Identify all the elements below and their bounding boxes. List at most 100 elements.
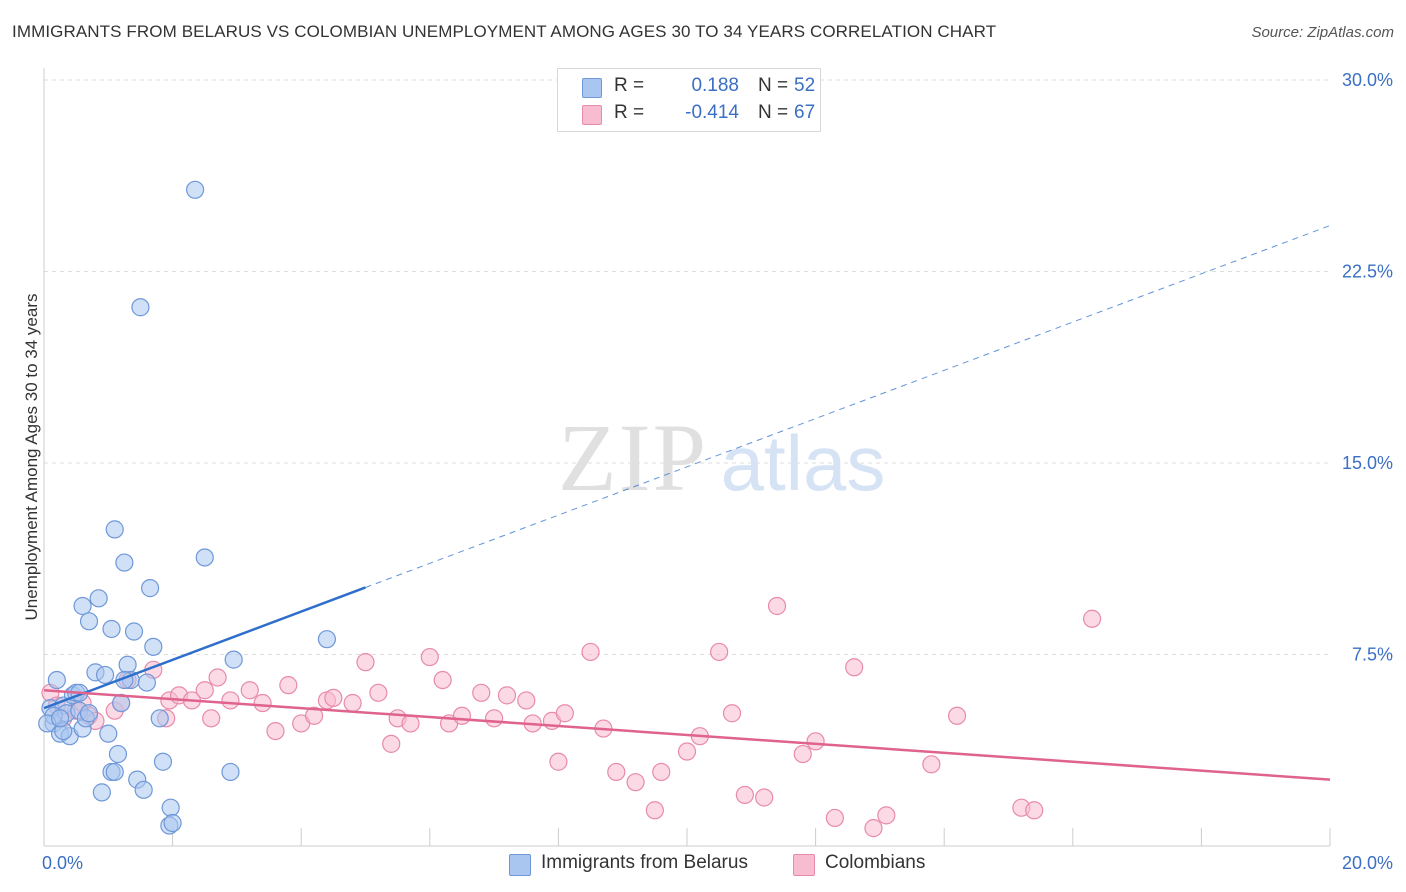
belarus-trend-extension (365, 225, 1331, 588)
colombians-point (420, 647, 439, 667)
colombians-point (652, 762, 671, 782)
colombians-point (253, 693, 272, 713)
belarus-trend-line (43, 586, 366, 710)
bottom-legend-label: Immigrants from Belarus (541, 852, 748, 873)
colombians-point (369, 683, 388, 702)
legend-r-label: R = (614, 75, 645, 96)
colombians-point (922, 755, 941, 774)
colombians-point (806, 732, 825, 751)
colombians-point (626, 773, 645, 792)
colombians-point (208, 668, 227, 687)
legend-n-value: 67 (794, 102, 816, 123)
colombians-point (195, 681, 214, 700)
legend-n-label: N = (758, 102, 789, 123)
correlation-legend: R = 0.188 N = 52 R = -0.414 N = 67 (557, 68, 821, 132)
belarus-point (115, 553, 134, 572)
colombians-point (452, 706, 472, 725)
y-axis-label: Unemployment Among Ages 30 to 34 years (22, 294, 41, 621)
colombians-point (202, 709, 221, 728)
belarus-point (47, 670, 66, 690)
belarus-point (105, 762, 124, 782)
colombians-point (677, 742, 697, 761)
y-tick-label: 15.0% (1342, 453, 1393, 473)
gridlines (44, 79, 1330, 655)
legend-swatch-pink (582, 105, 602, 125)
belarus-point (221, 762, 240, 782)
series-colombians (41, 596, 1102, 838)
legend-r-value: -0.414 (685, 102, 739, 123)
tick-labels: 7.5% 15.0% 22.5% 30.0% 0.0% 20.0% (42, 70, 1393, 873)
bottom-legend-swatch-pink (793, 854, 815, 876)
belarus-point (99, 724, 118, 743)
belarus-point (134, 780, 153, 799)
bottom-legend-label: Colombians (825, 852, 926, 873)
source-credit: Source: ZipAtlas.com (1251, 24, 1394, 41)
belarus-point (224, 650, 243, 669)
colombians-point (356, 653, 375, 672)
colombians-point (735, 785, 754, 805)
colombians-point (555, 704, 574, 723)
colombians-point (825, 808, 844, 828)
legend-r-label: R = (614, 102, 645, 123)
belarus-point (144, 637, 163, 656)
colombians-point (722, 704, 742, 723)
colombians-point (1025, 801, 1044, 820)
y-tick-label: 30.0% (1342, 70, 1393, 90)
series-belarus (38, 180, 337, 835)
belarus-point (95, 665, 115, 685)
colombians-point (485, 709, 504, 728)
y-tick-label: 7.5% (1352, 645, 1393, 665)
colombians-point (382, 734, 401, 753)
colombians-point (517, 691, 536, 710)
legend-n-value: 52 (794, 75, 816, 96)
colombians-point (581, 642, 600, 662)
watermark-atlas: atlas (721, 419, 886, 507)
belarus-point (50, 709, 70, 728)
belarus-point (195, 548, 214, 567)
belarus-point (163, 813, 182, 833)
belarus-point (186, 180, 205, 199)
colombians-point (266, 721, 285, 741)
colombians-point (877, 806, 896, 825)
colombians-point (645, 801, 664, 820)
colombians-point (607, 762, 626, 782)
belarus-point (108, 744, 128, 764)
belarus-point (92, 783, 111, 802)
belarus-point (89, 589, 108, 608)
colombians-point (549, 752, 568, 771)
belarus-point (79, 612, 99, 631)
belarus-point (161, 798, 180, 817)
colombians-point (472, 683, 491, 702)
chart-title: IMMIGRANTS FROM BELARUS VS COLOMBIAN UNE… (12, 22, 997, 41)
belarus-point (150, 709, 169, 728)
belarus-point (79, 704, 99, 723)
colombians-point (767, 596, 787, 616)
bottom-legend-swatch-blue (509, 854, 531, 876)
belarus-point (73, 596, 92, 616)
x-tick-label: 0.0% (42, 853, 83, 873)
legend-swatch-blue (582, 78, 602, 98)
belarus-point (124, 622, 144, 641)
colombians-point (279, 676, 298, 695)
belarus-point (153, 752, 173, 771)
y-tick-label: 22.5% (1342, 262, 1393, 282)
legend-n-label: N = (758, 75, 789, 96)
belarus-point (131, 298, 150, 317)
colombians-point (497, 686, 517, 705)
legend-r-value: 0.188 (691, 75, 739, 96)
trend-lines (43, 225, 1331, 781)
colombians-point (401, 714, 420, 733)
colombians-point (864, 819, 883, 838)
colombians-point (710, 642, 729, 662)
x-tick-label: 20.0% (1342, 853, 1393, 873)
colombians-point (1082, 609, 1102, 628)
belarus-point (137, 673, 156, 692)
colombians-point (343, 693, 362, 713)
watermark-zip: ZIP (558, 404, 708, 511)
colombians-point (240, 681, 259, 700)
belarus-point (140, 579, 160, 598)
colombians-point (947, 706, 967, 725)
colombians-trend-line (43, 688, 1331, 781)
colombians-point (324, 688, 343, 708)
